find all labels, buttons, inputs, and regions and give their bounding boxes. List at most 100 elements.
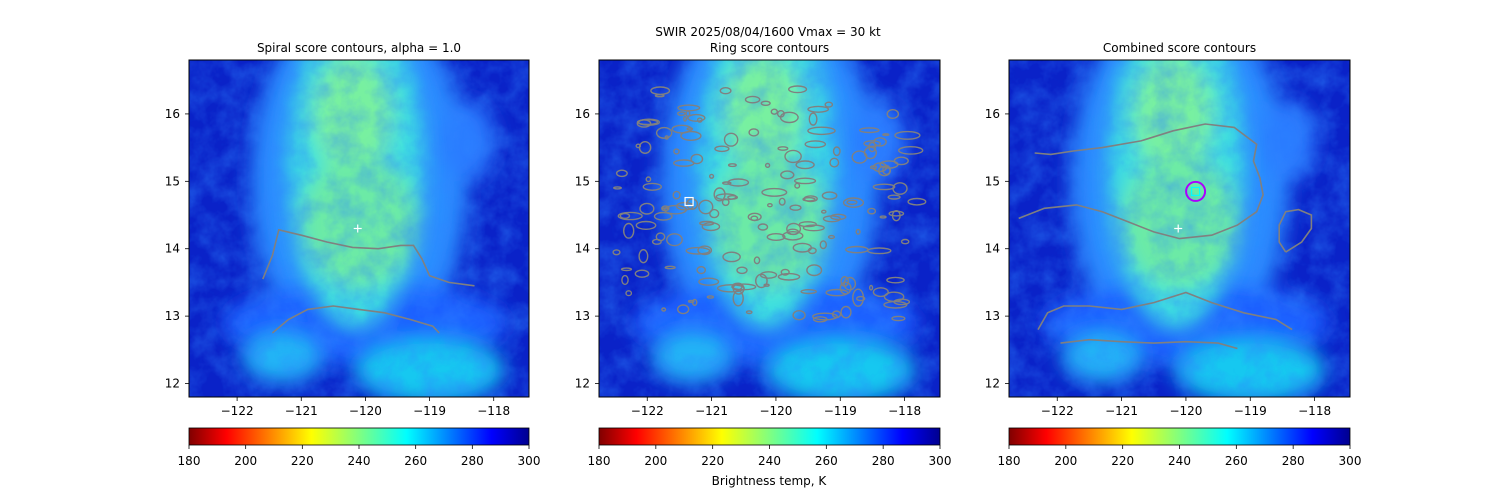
x-tick-label: −120 [759,404,792,418]
ring-contour [673,159,695,167]
ring-contour [846,199,858,206]
ring-contour [722,251,741,263]
ring-contour [651,238,662,245]
y-tick-label: 14 [985,242,1000,256]
y-tick-label: 16 [985,107,1000,121]
ring-contour [792,242,812,253]
panel-title: Spiral score contours, alpha = 1.0 [257,41,461,55]
ring-contour [784,149,802,164]
ring-contour [866,247,892,255]
x-tick-label: −118 [477,404,510,418]
ring-contour [867,207,877,215]
ring-contour [744,95,761,104]
ring-contour [690,153,704,165]
x-tick-label: −120 [1169,404,1202,418]
ring-contour [819,240,827,250]
ring-contour [672,190,681,200]
y-tick-label: 13 [985,309,1000,323]
ring-contour [650,86,671,96]
y-tick-label: 13 [575,309,590,323]
ring-contour [882,133,890,137]
ring-contour [792,310,806,321]
panel-1: −122 −121 −120 −119 −118 12 13 14 15 16 Spiral sco… [165,41,541,468]
y-tick-label: 12 [165,377,180,391]
ring-contour [666,233,683,247]
panels: −122 −121 −120 −119 −118 12 13 14 15 16 Spiral sco… [165,41,1362,468]
colorbar-label: Brightness temp, K [712,474,828,488]
ring-contour [800,289,818,295]
ring-contour [891,315,906,322]
ring-contour [759,271,778,279]
ring-contour [635,220,657,231]
ring-contour [782,230,804,241]
ring-contour [843,276,857,291]
x-tick-label: −119 [824,404,857,418]
ring-contour [840,305,852,319]
ring-contour [798,221,817,228]
ring-contour [802,224,825,232]
score-contour [1278,208,1313,253]
colorbar: 180 200 220 240 260 280 300 [178,427,541,468]
x-tick-label: −118 [888,404,921,418]
colorbar-tick-label: 300 [518,454,541,468]
x-tick-label: −121 [695,404,728,418]
ring-contour [709,208,720,219]
ring-contour [686,127,694,131]
ring-contour [872,183,896,191]
ring-contour [677,104,701,112]
colorbar-tick-label: 260 [1225,454,1248,468]
colorbar-tick-label: 200 [644,454,667,468]
satellite-image [599,60,940,397]
ring-contour [757,223,769,231]
center-square-marker [1190,186,1201,197]
x-tick-label: −122 [1041,404,1074,418]
y-tick-label: 12 [575,377,590,391]
ring-contour [859,127,880,134]
ring-contour [764,162,771,168]
ring-contour [697,245,713,256]
colorbar: 180 200 220 240 260 280 300 [998,427,1361,468]
ring-contour [777,146,789,151]
panel-3: −122 −121 −120 −119 −118 12 13 14 15 16 Combined s… [985,41,1362,468]
y-tick-label: 12 [985,377,1000,391]
ring-contour [613,186,623,190]
colorbar-tick-label: 180 [588,454,611,468]
x-tick-label: −119 [413,404,446,418]
colorbar-tick-label: 280 [1282,454,1305,468]
ring-contour [825,288,849,297]
ring-contour [907,197,927,206]
ring-contour [723,132,739,147]
y-tick-label: 15 [165,174,180,188]
ring-contour [680,130,702,142]
ring-contour [807,105,830,113]
ring-contour [736,266,748,275]
colorbar: 180 200 220 240 260 280 300 [588,427,951,468]
ring-contour [786,222,802,236]
ring-contour [869,165,878,170]
axes-frame [188,59,530,398]
colorbar-gradient [1008,427,1351,446]
ring-contour [888,210,905,217]
colorbar-tick-label: 220 [1111,454,1134,468]
ring-contour [701,222,721,232]
y-tick-label: 14 [575,242,590,256]
ring-contour [698,277,720,286]
ring-contour [821,209,827,214]
ring-contour [868,141,877,153]
contours [1018,123,1313,350]
ring-contour [879,215,887,219]
ring-contour [763,283,770,287]
x-tick-label: −122 [221,404,254,418]
ring-contour [696,117,703,123]
ring-contour [685,246,711,255]
ring-contour [830,213,847,221]
ring-contour [686,198,699,211]
ring-contour [699,220,715,226]
ring-contour [687,299,695,303]
center-plus-marker [1174,224,1183,233]
ring-contour [824,101,834,108]
satellite-image [1009,60,1350,397]
ring-contour [671,124,693,134]
axes-frame [1008,59,1351,398]
